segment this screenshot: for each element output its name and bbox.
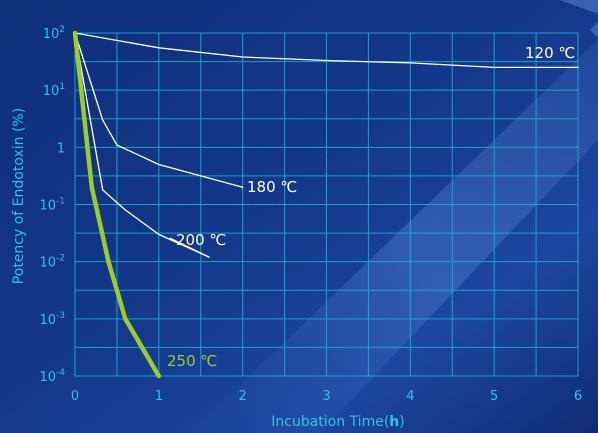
series-line-1 [74,32,244,188]
x-tick-label: 2 [239,389,247,404]
x-tick-labels: 0 1 2 3 4 5 6 [71,389,582,404]
series-line-3 [72,30,162,379]
y-tick-base: 10 [39,370,56,385]
x-axis-label: Incubation Time(h) [271,414,404,430]
y-tick-exponent: 1 [59,82,65,92]
series-label: 120 ℃ [525,44,575,62]
grid [74,32,579,377]
x-tick-label: 0 [71,389,79,404]
x-tick-label: 4 [406,389,414,404]
y-tick-label: 10-2 [39,254,65,271]
x-axis-unit: h [389,414,399,430]
x-tick-label: 1 [155,389,163,404]
series-labels: 120 ℃ 180 ℃ 200 ℃ 250 ℃ [167,44,575,370]
y-tick-label: 1 [57,141,65,156]
x-tick-label: 3 [322,389,330,404]
y-tick-base: 10 [43,84,60,99]
y-tick-base: 10 [43,27,60,42]
y-tick-exponent: 2 [59,25,65,35]
series-label: 200 ℃ [176,231,226,249]
y-tick-exponent: -1 [56,197,65,207]
x-axis-label-text: Incubation Time [271,414,384,430]
y-tick-base: 1 [57,141,65,156]
y-tick-exponent: -4 [56,368,65,378]
y-tick-label: 101 [43,82,65,99]
background-light-streak [190,40,598,433]
y-axis-label: Potency of Endotoxin (%) [11,108,27,284]
y-tick-label: 102 [43,25,65,42]
x-tick-label: 5 [490,389,498,404]
y-tick-base: 10 [39,256,56,271]
y-tick-base: 10 [39,313,56,328]
corner-arrow-decoration [560,0,598,38]
series-label: 180 ℃ [247,178,297,196]
y-tick-label: 10-1 [39,197,65,214]
series-line-0 [74,32,579,69]
series-line-2 [74,32,210,258]
x-axis-unit-close: ) [399,414,404,430]
y-tick-label: 10-4 [39,368,65,385]
x-axis-unit-open: ( [384,414,389,430]
y-tick-label: 10-3 [39,311,65,328]
y-tick-base: 10 [39,199,56,214]
series-label: 250 ℃ [167,352,217,370]
series-lines [72,30,579,379]
y-tick-exponent: -2 [56,254,65,264]
series-leader-line [169,237,210,258]
x-tick-label: 6 [574,389,582,404]
y-tick-exponent: -3 [56,311,65,321]
